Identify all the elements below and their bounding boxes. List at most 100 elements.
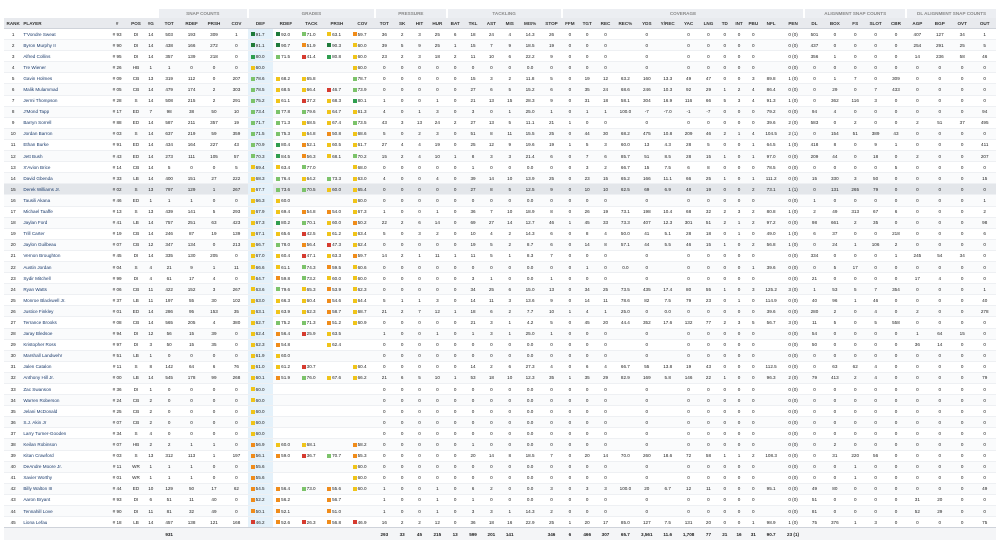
cell: 68.5 [299,117,324,128]
cell: 286 [165,308,173,314]
grade-swatch [327,287,332,292]
cell: 2 [752,242,755,248]
cell: 0 [645,497,649,503]
cell: 79.6 [299,106,324,117]
cell: 4 [550,364,553,370]
cell: 0 [752,397,755,403]
grade-value: 63.5 [332,331,342,337]
cell: 0 [874,342,877,348]
grade-swatch [250,154,255,159]
cell: 0 [490,497,493,503]
grade-swatch [352,165,357,170]
cell: 0 [737,475,741,481]
grade-swatch [250,254,255,259]
cell: 389 [871,131,880,137]
cell: 9 [418,42,421,48]
player-row: 28 Jaray Bledsoe # 94 DI 12 56 15 39 0 62.4 56.4 25… [4,328,996,340]
cell: 0 [938,242,942,248]
cell: 0 [737,109,741,115]
cell: 0 [723,364,727,370]
cell: 0 [853,142,857,148]
cell: 0 [938,353,942,359]
total-cell: 33 [393,527,411,540]
cell: 51 [644,153,650,159]
cell: 17 [189,275,195,281]
grade-value: 64.2 [306,175,316,181]
cell: 0 [833,475,837,481]
cell: 0 [916,242,919,248]
cell: 501 [810,31,819,37]
cell: 0 [436,475,439,481]
cell: 0 [604,42,607,48]
cell: 19 [233,120,239,126]
cell: 34 [10,397,16,403]
grade-value: 68.1 [332,153,342,159]
cell: 0 [645,31,649,37]
cell: 207 [980,153,989,159]
grade-value: 66.3 [281,297,291,303]
cell: 0 [916,264,919,270]
cell: 0 [568,153,572,159]
cell: 422 [165,286,173,292]
cell [658,261,678,272]
total-cell: 1,708 [677,527,700,540]
cell: 8 [490,186,493,192]
grade-swatch [352,464,357,469]
cell: 0 [687,31,690,37]
cell: 0 [916,464,919,470]
grade-value: 76.4 [281,175,291,181]
cell: 50 [873,175,879,181]
cell: 11 [507,131,513,137]
cell: 54 [811,331,818,337]
cell: 36.7 [299,450,324,461]
cell: 0 [813,87,816,93]
cell: 31 [832,453,838,459]
cell [324,428,349,439]
cell: 60.0 [324,217,349,228]
cell: # 90 [112,508,122,514]
grade-swatch [250,453,255,458]
cell: 18.5 [525,42,535,48]
cell: 60.0 [273,350,298,361]
cell: # 07 [112,419,122,425]
cell: 81 [811,508,818,514]
cell: 2 (0) [788,375,798,381]
cell: 67.4 [324,117,349,128]
cell: 0 [400,286,404,292]
player-row: 40 DeAndre Moore Jr. # 11 WR 1 1 1 0 0 55.6 60.0 0 0… [4,461,996,473]
cell: 5 [490,253,493,259]
cell: 0 [960,87,964,93]
cell: 56.4 [299,239,324,250]
cell: 74.3 [299,261,324,272]
cell: 55.6 [324,483,349,494]
player-row: 17 Michael Taaffe # 13 S 13 439 141 5 293 67.9 69.… [4,206,996,218]
cell: 209 [684,131,693,137]
cell: 5.1 [664,231,671,237]
cell: 63.1 [247,305,274,317]
cell: 0 [508,353,511,359]
cell: 12 [10,153,16,159]
cell: 85.0 [620,519,630,525]
cell [658,472,678,483]
cell: 2 [916,308,919,314]
cell: 36 [10,419,16,425]
cell: 0 [235,475,238,481]
player-name: Jermi Thompson [23,98,58,104]
column-header: BGP [928,18,951,29]
cell: 80.4 [273,139,298,150]
cell: 30 [10,353,16,359]
cell: 0 [737,408,741,414]
cell: 0 [453,430,457,436]
player-row: 20 Jaylon Guilbeau # 07 CB 12 347 134 0 213 66.7 7… [4,239,996,251]
cell: 0 [737,164,741,170]
grade-swatch [301,232,306,237]
cell: 0 [212,164,216,170]
grade-value: 70.1 [306,220,316,226]
cell: 72 [686,453,692,459]
cell: 0 [550,64,553,70]
cell: 18.6 [663,453,673,459]
cell: 60.0 [247,394,274,406]
cell: 0 [167,397,171,403]
cell: 70.7 [324,450,349,461]
cell: 2 [723,131,727,137]
